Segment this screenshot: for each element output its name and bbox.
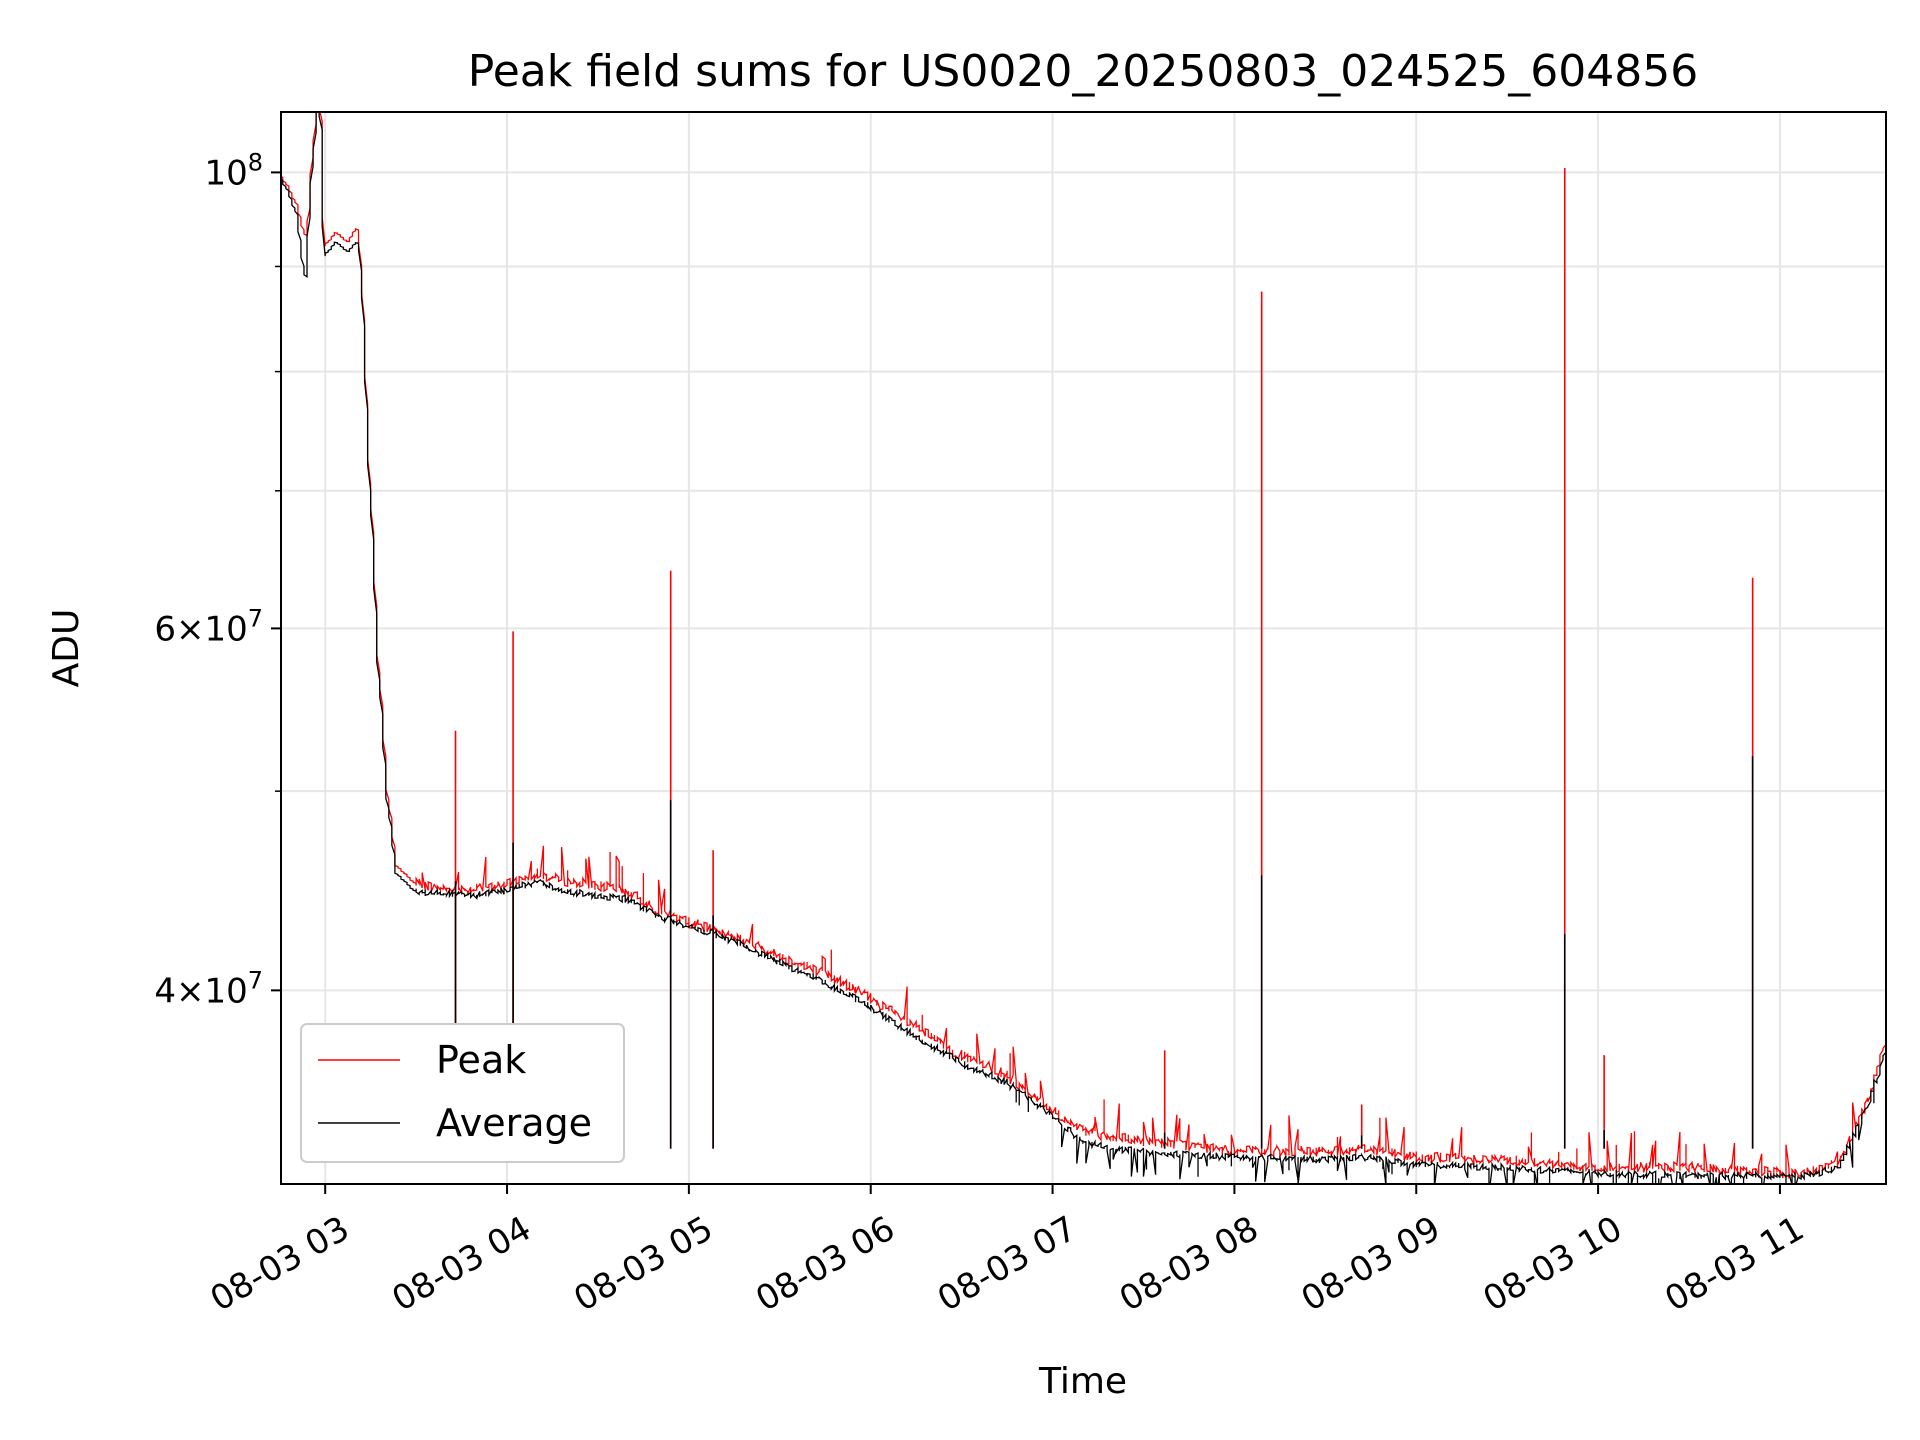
grid — [281, 112, 1886, 1184]
plot-area — [280, 111, 1887, 1185]
legend-box — [300, 1023, 625, 1163]
x-axis-label: Time — [1038, 1361, 1127, 1402]
series-layer — [281, 112, 1886, 1184]
y-axis: 4×107 6×107 108 — [154, 148, 281, 1011]
y-tick-label: 4×107 — [154, 966, 263, 1011]
chart-title: Peak field sums for US0020_20250803_0245… — [468, 46, 1698, 97]
y-axis-label: ADU — [46, 609, 87, 688]
legend-label-average: Average — [436, 1101, 592, 1145]
series-line-average — [281, 112, 1886, 1184]
series-line-peak — [281, 112, 1886, 1180]
legend-label-peak: Peak — [436, 1038, 526, 1082]
legend: Peak Average — [300, 1023, 625, 1163]
plot-frame — [280, 111, 1887, 1185]
y-tick-label: 6×107 — [154, 604, 263, 649]
y-tick-label: 108 — [204, 148, 263, 193]
